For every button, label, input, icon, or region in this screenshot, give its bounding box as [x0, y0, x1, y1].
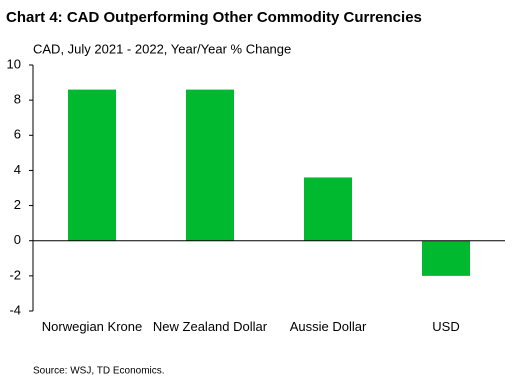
y-tick-label: 2	[14, 197, 21, 212]
y-tick-label: 10	[7, 56, 21, 71]
y-tick-label: 0	[14, 232, 21, 247]
bar	[422, 240, 470, 276]
x-tick-label: Aussie Dollar	[289, 319, 367, 334]
x-tick-label: New Zealand Dollar	[152, 319, 268, 334]
bar	[186, 89, 234, 241]
y-tick-label: 6	[14, 127, 21, 142]
y-tick-label: 4	[14, 162, 21, 177]
x-tick-label: Norwegian Krone	[41, 319, 143, 334]
y-tick-label: 8	[14, 92, 21, 107]
y-tick-label: -2	[9, 267, 21, 282]
bar	[68, 89, 116, 241]
source-note: Source: WSJ, TD Economics.	[33, 366, 165, 377]
chart-subtitle: CAD, July 2021 - 2022, Year/Year % Chang…	[33, 41, 291, 56]
bar	[304, 177, 352, 241]
y-tick-label: -4	[9, 302, 21, 317]
chart-title: Chart 4: CAD Outperforming Other Commodi…	[6, 9, 422, 26]
x-tick-label: USD	[432, 319, 460, 334]
